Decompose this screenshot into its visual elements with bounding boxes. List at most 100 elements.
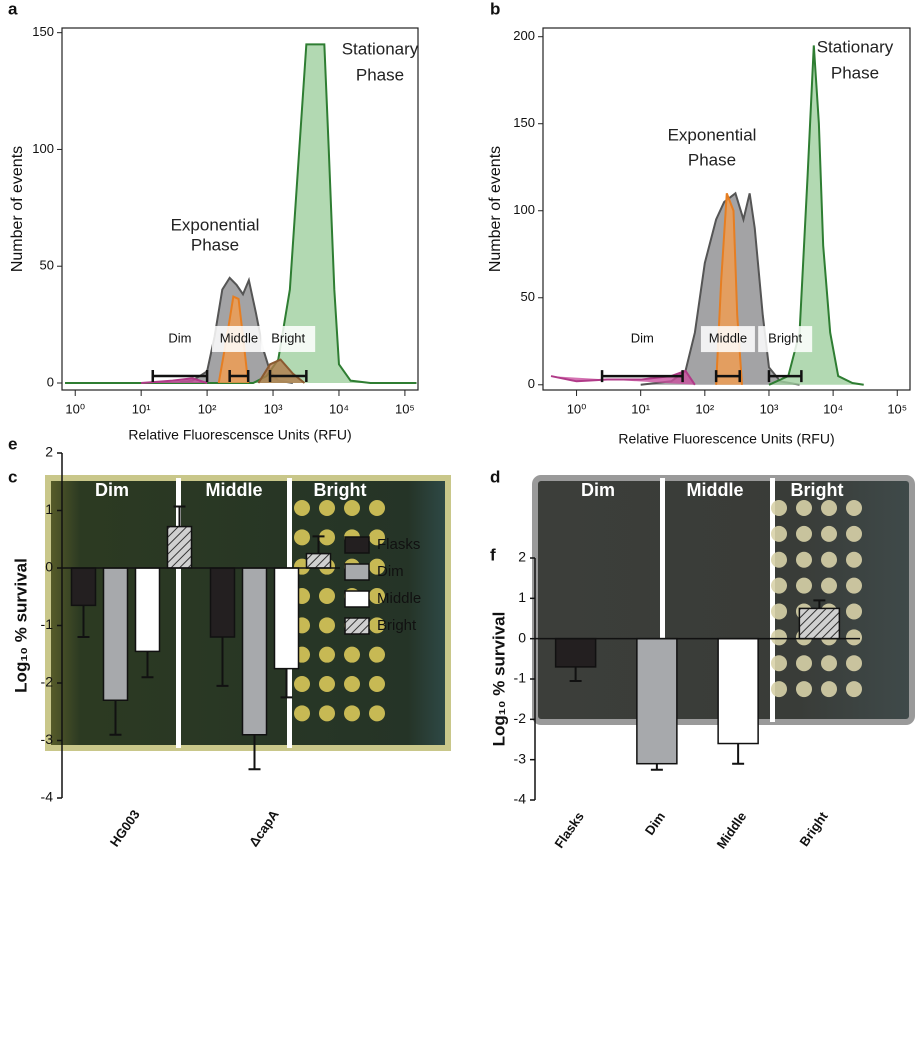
panel-letter: a [8,0,18,18]
colony [821,655,837,672]
colony [294,500,310,516]
gate-label-box [758,326,813,353]
gate-label: Dim [168,330,191,345]
error-bar [280,668,293,699]
colony [846,500,862,516]
x-tick-label: 10⁰ [65,401,85,416]
colony [319,646,335,663]
x-tick-label: Dim [642,809,668,838]
colony [771,681,787,698]
x-tick-label: ΔcapA [246,807,282,850]
colony [846,655,862,672]
y-tick-label: 0 [528,376,535,391]
y-tick-label: -1 [41,616,54,632]
gate-label: Dim [631,331,654,346]
colony [771,577,787,594]
error-bar [732,743,745,765]
error-bar [312,535,325,554]
annotation: Phase [191,235,239,254]
annotation: Phase [688,150,736,169]
gate-label-box [261,325,316,352]
divider [176,478,181,748]
histogram [550,369,696,386]
divider [770,478,775,722]
colony [369,588,385,604]
colony [771,603,787,620]
error-bar [248,734,261,771]
y-axis-label: Log₁₀ % survival [489,612,508,747]
x-tick-label: Flasks [551,809,587,851]
x-tick-label: 10³ [264,401,283,416]
x-tick-label: 10⁵ [887,401,907,416]
x-tick-label: 10³ [760,401,779,416]
error-bar [77,605,90,638]
colony [796,551,812,568]
x-tick-label: 10¹ [631,401,650,416]
bar [134,567,161,653]
gate-label-box [211,325,266,352]
error-bar [141,651,154,679]
photo-label: Middle [206,480,263,500]
y-tick-label: 200 [513,28,535,43]
colony [344,676,360,692]
colony [771,655,787,672]
colony [796,577,812,594]
legend-label: Middle [377,590,421,607]
gate-label: Middle [220,330,258,345]
colony [319,676,335,692]
error-bar [173,505,186,527]
y-tick-label: -3 [41,731,54,747]
y-axis-label: Number of events [487,146,504,272]
y-tick-label: 2 [518,549,526,565]
y-tick-label: 150 [513,115,535,130]
legend-label: Dim [377,563,404,580]
gate [151,369,209,382]
panel-letter: c [8,467,17,486]
y-axis-label: Log₁₀ % survival [11,558,30,693]
bar [241,567,268,736]
legend-swatch [344,590,370,608]
error-bar [569,666,582,683]
colony [846,603,862,620]
bar [636,637,678,765]
colony [846,551,862,568]
y-tick-label: -4 [41,789,54,805]
colony [369,529,385,546]
x-axis-label: Relative Fluorescensce Units (RFU) [128,427,351,443]
colony [771,500,787,516]
colony [821,577,837,594]
y-tick-label: -3 [514,750,527,766]
photo-label: Bright [791,480,844,500]
photo-label: Middle [687,480,744,500]
colony [821,551,837,568]
annotation: Phase [356,65,404,84]
bar [102,567,129,701]
colony [821,500,837,516]
colony [319,617,335,634]
colony [796,525,812,542]
divider [660,478,665,722]
y-tick-label: 0 [47,374,54,389]
colony [796,681,812,698]
bar [305,552,332,569]
legend-label: Flasks [377,536,420,553]
annotation: Phase [831,63,879,82]
plate-photo: Dim Middle Bright [532,475,915,725]
bar [717,637,759,745]
bar [166,525,193,569]
panel-letter: f [490,545,496,564]
x-tick-label: 10⁴ [329,401,349,416]
x-tick-label: Middle [713,809,749,851]
annotation: Stationary [342,39,419,58]
y-tick-label: 1 [45,501,53,517]
colony [821,525,837,542]
photo-label: Dim [95,480,129,500]
y-tick-label: -4 [514,791,527,807]
colony [294,529,310,546]
annotation: Exponential [171,215,260,234]
panel-letter: e [8,434,17,453]
legend-swatch [344,563,370,581]
photo-label: Dim [581,480,615,500]
error-bar [813,599,826,609]
